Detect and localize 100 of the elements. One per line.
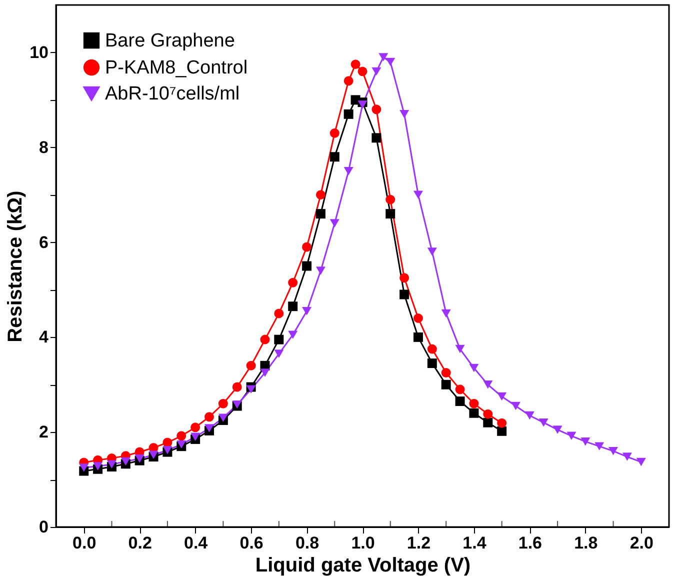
point <box>260 334 270 344</box>
y-tick-label: 4 <box>39 328 50 347</box>
point <box>566 432 576 440</box>
point <box>441 309 451 318</box>
point <box>386 209 396 219</box>
point <box>204 412 214 422</box>
point <box>413 332 423 342</box>
point <box>176 440 186 449</box>
point <box>455 384 465 394</box>
point <box>274 334 284 344</box>
point <box>511 402 520 410</box>
point <box>344 166 354 176</box>
point <box>378 53 388 62</box>
point <box>441 368 451 378</box>
point <box>79 464 89 472</box>
x-axis-title: Liquid gate Voltage (V) <box>255 554 471 576</box>
point <box>441 380 451 390</box>
point <box>120 457 130 466</box>
x-tick-label: 0.8 <box>295 534 320 552</box>
legend-label: Bare Graphene <box>105 30 235 52</box>
point <box>427 344 437 354</box>
point <box>497 392 507 401</box>
point <box>372 133 382 143</box>
x-tick-label: 1.2 <box>406 534 431 552</box>
point <box>350 60 360 70</box>
point <box>400 273 410 283</box>
point <box>218 398 228 408</box>
point <box>134 454 144 463</box>
x-tick-label: 0.2 <box>128 534 152 552</box>
point <box>358 100 368 109</box>
point <box>316 266 326 275</box>
y-tick-label: 6 <box>39 232 48 252</box>
y-tick-label: 2 <box>39 422 48 442</box>
point <box>288 278 298 288</box>
x-tick-label: 0.6 <box>240 534 264 552</box>
point <box>427 358 437 368</box>
point <box>386 194 396 204</box>
point <box>330 219 340 228</box>
point <box>538 418 548 427</box>
x-tick-label: 1.8 <box>574 534 598 552</box>
point <box>204 424 214 432</box>
point <box>469 398 479 408</box>
point <box>580 437 590 446</box>
point <box>622 452 632 461</box>
legend-label: AbR-10⁷cells/ml <box>105 84 240 104</box>
point <box>483 409 493 419</box>
point <box>636 458 646 466</box>
point <box>594 442 604 450</box>
point <box>218 414 228 422</box>
x-tick-label: 1.6 <box>518 534 542 552</box>
point <box>274 350 284 358</box>
point <box>427 248 437 256</box>
point <box>190 432 200 441</box>
point <box>552 426 562 434</box>
x-tick-label: 2.0 <box>630 534 654 552</box>
point <box>162 446 172 454</box>
point <box>400 290 410 300</box>
point <box>483 418 493 428</box>
y-tick-label: 8 <box>39 138 48 157</box>
point <box>372 104 382 114</box>
point <box>358 66 368 76</box>
point <box>413 190 423 199</box>
point <box>344 76 354 86</box>
legend-label: P-KAM8_Control <box>105 58 248 78</box>
point <box>497 418 507 428</box>
y-axis-title: Resistance (kΩ) <box>4 190 27 342</box>
point <box>455 344 465 354</box>
point <box>93 462 103 470</box>
point <box>106 460 116 468</box>
point <box>176 431 186 441</box>
point <box>372 67 382 76</box>
point <box>483 380 493 389</box>
point <box>330 128 340 138</box>
point <box>302 306 312 316</box>
point <box>469 364 479 372</box>
point <box>316 209 326 219</box>
point <box>413 313 423 323</box>
point <box>232 382 242 392</box>
y-tick-label: 0 <box>39 518 48 536</box>
point <box>344 109 354 119</box>
point <box>330 152 340 162</box>
point <box>302 242 312 252</box>
point <box>497 426 507 436</box>
x-tick-label: 1.0 <box>351 534 375 552</box>
point <box>190 422 200 432</box>
point <box>386 58 396 66</box>
point <box>316 190 326 200</box>
point <box>148 450 158 459</box>
point <box>608 446 618 456</box>
point <box>246 360 256 370</box>
point <box>274 308 284 318</box>
point <box>455 396 465 406</box>
x-tick-label: 0.4 <box>184 534 208 552</box>
point <box>246 385 256 394</box>
point <box>260 368 270 377</box>
point <box>469 408 479 418</box>
point <box>288 330 298 339</box>
point <box>288 302 298 312</box>
x-tick-label: 1.4 <box>462 534 487 552</box>
point <box>400 110 410 118</box>
